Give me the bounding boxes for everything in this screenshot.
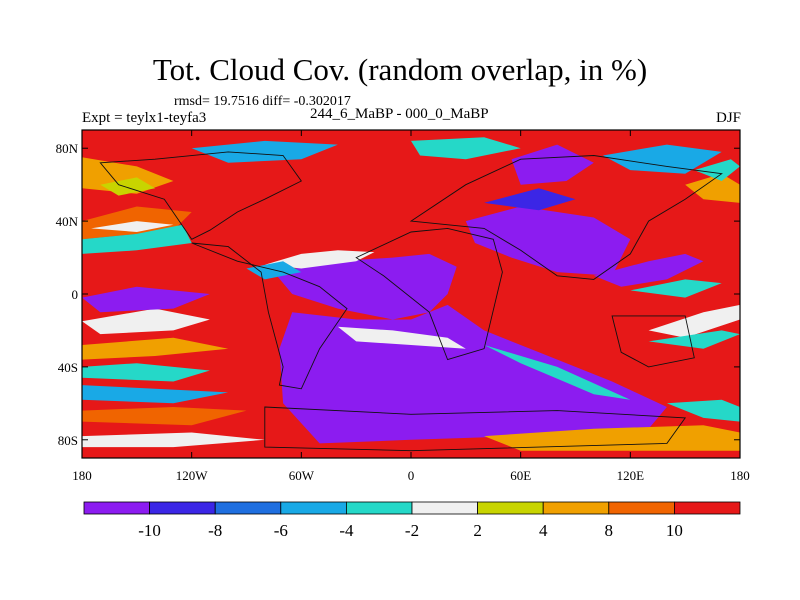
coastline <box>409 155 723 280</box>
lat-label: 40N <box>56 214 79 229</box>
field-region <box>484 188 576 211</box>
colorbar-label: -10 <box>138 521 161 540</box>
field-region <box>484 345 631 400</box>
lon-label: 120W <box>176 468 209 483</box>
colorbar-swatch <box>608 501 675 515</box>
field-region <box>465 206 631 276</box>
colorbar-label: -6 <box>274 521 288 540</box>
colorbar-swatch <box>477 501 544 515</box>
field-region <box>411 137 521 160</box>
lon-label: 0 <box>408 468 415 483</box>
field-region <box>191 140 338 163</box>
field-region <box>91 221 174 232</box>
field-region <box>648 304 740 338</box>
field-region <box>337 326 466 349</box>
colorbar-swatch <box>214 501 282 515</box>
field-region <box>484 425 740 451</box>
lat-label: 0 <box>72 287 79 302</box>
colorbar-swatch <box>149 501 216 515</box>
axis-ticks: 80N 40N 0 40S 80S 180 120W 60W 0 60E 120E 180 <box>56 130 750 483</box>
field-region <box>666 399 740 422</box>
map-title: Tot. Cloud Cov. (random overlap, in %) <box>152 52 648 87</box>
colorbar-label: 8 <box>605 521 614 540</box>
field-region <box>82 363 210 382</box>
colorbar-label: -2 <box>405 521 419 540</box>
lon-label: 60W <box>289 468 315 483</box>
field-region <box>593 253 704 287</box>
colorbar-swatch <box>542 501 610 515</box>
field-region <box>82 385 229 404</box>
field-region <box>82 308 210 335</box>
lon-label: 180 <box>72 468 92 483</box>
field-region <box>602 144 722 174</box>
field-region <box>630 279 722 298</box>
field-region <box>82 224 192 254</box>
field-region <box>685 173 740 203</box>
field-region <box>82 432 265 448</box>
field-region <box>694 159 740 181</box>
colorbar-label: 4 <box>539 521 548 540</box>
period-label: 244_6_MaBP - 000_0_MaBP <box>310 106 489 122</box>
lat-label: 40S <box>58 360 78 375</box>
field-region <box>82 407 247 426</box>
field-region <box>648 330 740 349</box>
colorbar-swatch <box>280 501 347 515</box>
lat-label: 80N <box>56 141 79 156</box>
coastline <box>355 227 503 361</box>
colorbar-swatch <box>83 501 150 515</box>
field-region <box>82 286 210 313</box>
field-region <box>264 250 375 269</box>
colorbar-swatch <box>345 501 413 515</box>
colorbar-label: -8 <box>208 521 222 540</box>
experiment-label: Expt = teylx1-teyfa3 <box>82 110 207 126</box>
colorbar-label: 10 <box>666 521 683 540</box>
lon-label: 60E <box>510 468 531 483</box>
colorbar-swatch <box>411 501 478 515</box>
coastline <box>191 242 348 390</box>
coastline-outline <box>99 151 723 452</box>
colorbar-label: -4 <box>339 521 354 540</box>
coastline <box>99 151 302 240</box>
field-region <box>82 337 229 360</box>
coastline <box>611 315 695 368</box>
lon-label: 180 <box>730 468 750 483</box>
field-region <box>100 177 156 196</box>
stats-text: rmsd= 19.7516 diff= -0.302017 <box>174 94 351 109</box>
field-region <box>273 253 457 320</box>
colorbar-label: 2 <box>473 521 482 540</box>
field-region <box>511 144 594 185</box>
cloud-difference-field <box>82 130 740 458</box>
colorbar: -10 -8 -6 -4 -2 2 4 8 10 <box>83 501 741 540</box>
lon-label: 120E <box>617 468 645 483</box>
coastline <box>264 406 687 452</box>
lat-label: 80S <box>58 433 78 448</box>
season-label: DJF <box>715 110 741 126</box>
colorbar-swatch <box>674 501 741 515</box>
